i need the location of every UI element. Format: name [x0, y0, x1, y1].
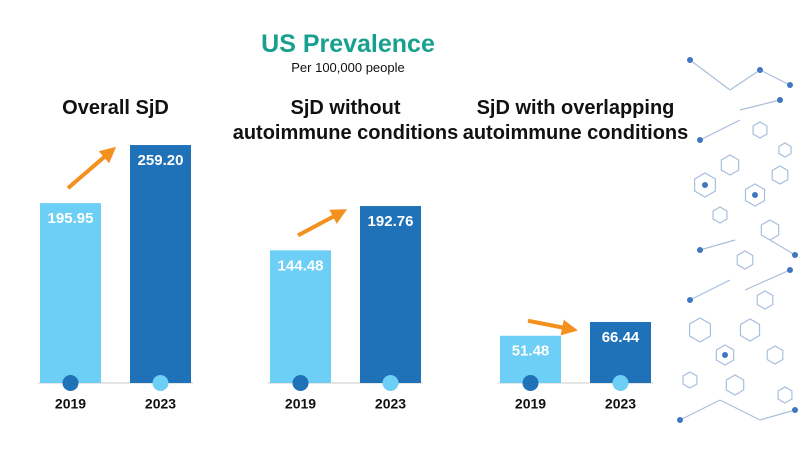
- bond: [759, 69, 791, 86]
- atom: [677, 417, 683, 423]
- bond: [679, 399, 721, 421]
- bond: [719, 399, 761, 421]
- atom: [752, 192, 758, 198]
- year-dot: [612, 375, 629, 391]
- atom: [787, 267, 793, 273]
- atom: [697, 137, 703, 143]
- atom: [777, 97, 783, 103]
- hexagon: [777, 386, 793, 404]
- bond: [744, 269, 791, 291]
- bond: [689, 59, 731, 91]
- page-title: US Prevalence: [261, 30, 435, 58]
- bar: [360, 206, 421, 383]
- hexagon: [715, 344, 735, 366]
- bond: [689, 279, 731, 301]
- atom: [702, 182, 708, 188]
- year-dot: [522, 375, 539, 391]
- value-label: 259.20: [138, 152, 184, 169]
- x-tick-label: 2019: [515, 396, 546, 412]
- hexagon: [752, 121, 768, 139]
- bond: [739, 99, 781, 111]
- year-dot: [382, 375, 399, 391]
- year-dot: [292, 375, 309, 391]
- x-tick-label: 2023: [145, 396, 176, 412]
- hexagon: [725, 374, 745, 396]
- hexagon: [760, 219, 780, 241]
- hexagon: [682, 371, 698, 389]
- x-tick-label: 2019: [285, 396, 316, 412]
- atom: [787, 82, 793, 88]
- x-tick-label: 2023: [375, 396, 406, 412]
- atom: [687, 297, 693, 303]
- bond: [769, 239, 796, 256]
- hexagon: [689, 317, 711, 343]
- hexagon: [744, 183, 766, 207]
- bar: [130, 145, 191, 383]
- atom: [722, 352, 728, 358]
- hexagon: [739, 318, 761, 342]
- atom: [792, 252, 798, 258]
- trend-arrow: [297, 209, 348, 238]
- atom: [697, 247, 703, 253]
- bar: [590, 322, 651, 383]
- hexagon: [771, 165, 789, 185]
- hexagon: [694, 172, 716, 198]
- bond: [759, 409, 796, 421]
- molecule-decoration: [677, 57, 798, 423]
- trend-arrow: [527, 318, 578, 336]
- bond: [699, 119, 741, 141]
- chart-title: Overall SjD: [62, 97, 169, 119]
- atom: [757, 67, 763, 73]
- chart-title: SjD without autoimmune conditions: [232, 97, 459, 144]
- bond: [729, 69, 761, 91]
- hexagon: [766, 345, 784, 365]
- bar: [40, 203, 101, 383]
- value-label: 144.48: [278, 257, 324, 274]
- bar: [270, 250, 331, 383]
- value-label: 51.48: [512, 343, 550, 360]
- trend-arrow: [66, 146, 117, 190]
- x-tick-label: 2023: [605, 396, 636, 412]
- hexagon: [756, 290, 774, 310]
- year-dot: [152, 375, 169, 391]
- atom: [792, 407, 798, 413]
- value-label: 66.44: [602, 329, 640, 346]
- value-label: 192.76: [368, 213, 414, 230]
- hexagon: [736, 250, 754, 270]
- page-subtitle: Per 100,000 people: [291, 60, 405, 75]
- year-dot: [62, 375, 79, 391]
- hexagon: [778, 142, 792, 158]
- bond: [699, 239, 736, 251]
- value-label: 195.95: [48, 210, 94, 227]
- chart-title: SjD with overlapping autoimmune conditio…: [462, 97, 689, 144]
- atom: [687, 57, 693, 63]
- hexagon: [720, 154, 740, 176]
- x-tick-label: 2019: [55, 396, 86, 412]
- hexagon: [712, 206, 728, 224]
